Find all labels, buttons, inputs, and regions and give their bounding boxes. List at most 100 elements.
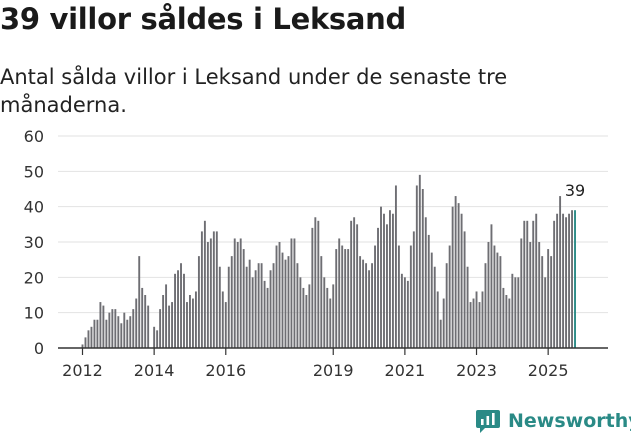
bar	[406, 280, 409, 348]
bar	[469, 302, 472, 348]
bar	[221, 291, 224, 348]
bar	[341, 245, 344, 348]
bar	[189, 295, 191, 348]
bar	[284, 259, 287, 348]
bar	[505, 295, 508, 348]
bar	[502, 287, 505, 348]
bar	[338, 238, 341, 348]
newsworthy-logo-icon	[476, 410, 500, 433]
bar	[120, 323, 123, 348]
bar	[117, 316, 120, 348]
bar	[194, 291, 197, 348]
bar	[544, 277, 547, 348]
bar	[356, 224, 359, 348]
bar	[463, 231, 466, 348]
bar	[526, 220, 529, 348]
bar	[568, 213, 571, 348]
bar	[394, 185, 397, 348]
bar	[105, 319, 108, 348]
bar	[215, 231, 218, 348]
bar	[362, 259, 365, 348]
bar	[550, 256, 553, 348]
bar	[326, 287, 329, 348]
bar	[212, 231, 215, 348]
bar	[180, 263, 182, 348]
bar	[153, 326, 156, 348]
bar	[445, 263, 448, 348]
bar	[430, 252, 433, 348]
bar	[484, 263, 487, 348]
bar	[168, 305, 171, 348]
bar	[192, 298, 194, 348]
chart-title: 39 villor såldes i Leksand	[0, 2, 406, 36]
bar	[171, 302, 173, 348]
bar	[320, 256, 323, 348]
bar	[460, 213, 463, 348]
bar	[200, 231, 203, 348]
bar	[353, 217, 356, 348]
brand-name: Newsworthy	[508, 410, 631, 432]
bar	[529, 242, 532, 348]
y-tick-label: 0	[34, 339, 44, 358]
bar	[403, 277, 406, 348]
bar	[99, 302, 102, 348]
bar	[87, 330, 90, 348]
bar	[457, 203, 460, 348]
bar	[571, 210, 573, 348]
bar	[412, 231, 415, 348]
bar	[523, 220, 526, 348]
bar	[490, 224, 493, 348]
bar-highlight	[574, 210, 576, 348]
bar	[359, 256, 362, 348]
bar	[287, 256, 290, 348]
bar	[380, 206, 382, 348]
bar	[532, 220, 535, 348]
bar	[418, 174, 421, 348]
bar	[236, 242, 239, 348]
bar	[365, 263, 368, 348]
bar	[263, 280, 266, 348]
bar	[257, 263, 260, 348]
x-tick-label: 2023	[456, 361, 497, 380]
bar	[487, 242, 490, 348]
bar	[302, 287, 305, 348]
bar	[436, 291, 439, 348]
bar	[311, 227, 314, 348]
bar	[81, 344, 84, 348]
bar	[538, 242, 541, 348]
bar	[374, 245, 376, 348]
bar	[162, 295, 165, 348]
bar	[239, 238, 242, 348]
bar	[93, 319, 96, 348]
bar	[391, 213, 394, 348]
bar	[260, 263, 263, 348]
bar	[347, 249, 350, 348]
x-tick-label: 2019	[313, 361, 354, 380]
bar	[197, 256, 200, 348]
brand-logo[interactable]: Newsworthy	[476, 408, 631, 434]
bar	[305, 295, 308, 348]
bar-annotation-label: 39	[565, 181, 585, 200]
bar	[108, 312, 111, 348]
bar	[156, 330, 159, 348]
bar	[186, 302, 188, 348]
bar	[386, 224, 388, 348]
bar	[421, 189, 424, 348]
bar	[350, 220, 353, 348]
bar	[553, 220, 556, 348]
bar	[556, 213, 559, 348]
bar	[165, 284, 168, 348]
y-tick-label: 20	[24, 268, 44, 287]
bar	[397, 245, 400, 348]
bar	[433, 266, 436, 348]
bar	[389, 210, 391, 348]
bar	[96, 319, 99, 348]
bar	[269, 270, 272, 348]
bar	[84, 337, 87, 348]
y-tick-label: 10	[24, 304, 44, 323]
bar	[138, 256, 141, 348]
bar	[308, 284, 311, 348]
bar	[454, 196, 457, 348]
bar	[299, 277, 302, 348]
bar	[126, 319, 129, 348]
